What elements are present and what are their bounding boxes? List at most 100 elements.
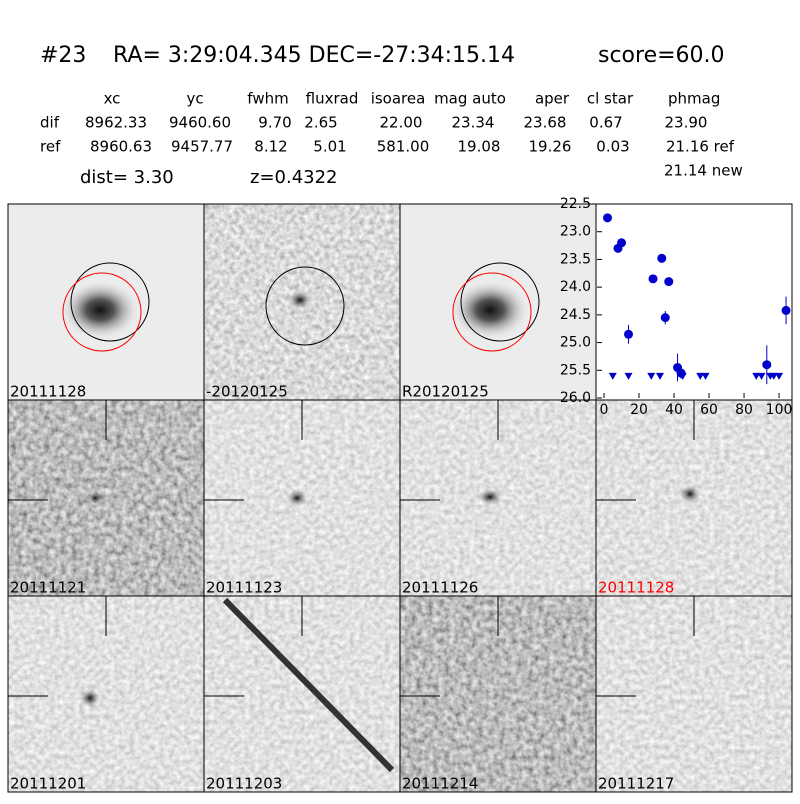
- column-header: cl star: [587, 90, 634, 108]
- panel-grid: [7, 203, 793, 793]
- x-tick-label: 20: [630, 402, 648, 418]
- panel-label: -20120125: [206, 383, 288, 401]
- cell: 23.34: [452, 114, 495, 132]
- cell: 9460.60: [169, 114, 231, 132]
- cell: 19.26: [529, 138, 572, 156]
- cell: 23.68: [524, 114, 567, 132]
- plot-bg: [596, 204, 792, 400]
- panel-label: 20111128: [10, 383, 86, 401]
- new-mag: 21.14 new: [664, 162, 743, 180]
- candidate-id: #23: [40, 43, 86, 68]
- source: [287, 490, 307, 506]
- panel-label: 20111126: [402, 579, 478, 597]
- detection: [657, 253, 667, 263]
- circle: [452, 272, 532, 352]
- cell: 5.01: [313, 138, 346, 156]
- upper-limit: [624, 372, 633, 380]
- detection: [617, 238, 627, 248]
- cell: 9457.77: [171, 138, 233, 156]
- y-tick-label: 22.5: [560, 196, 591, 212]
- source: [288, 291, 312, 309]
- row-label: dif: [40, 114, 60, 132]
- cell: 23.90: [665, 114, 708, 132]
- y-tick-label: 23.0: [560, 224, 591, 240]
- detection: [624, 329, 634, 339]
- source: [80, 689, 100, 707]
- galaxy: [450, 280, 530, 340]
- upper-limit: [701, 372, 710, 380]
- upper-limit: [752, 372, 761, 380]
- cell: 2.65: [304, 114, 337, 132]
- panel-label: 20111123: [206, 579, 282, 597]
- x-tick-label: 0: [600, 402, 609, 418]
- y-tick-label: 25.0: [560, 335, 591, 351]
- panel-label: 20111121: [10, 579, 86, 597]
- column-header: yc: [186, 90, 203, 108]
- upper-limit: [769, 372, 778, 380]
- y-tick-label: 24.0: [560, 279, 591, 295]
- detection: [660, 313, 670, 323]
- y-tick-label: 26.0: [560, 390, 591, 406]
- upper-limit: [757, 372, 766, 380]
- column-header: fwhm: [247, 90, 288, 108]
- x-tick-label: 100: [766, 402, 793, 418]
- panel-label: 20111128: [598, 579, 674, 597]
- source: [680, 485, 700, 503]
- source: [478, 489, 502, 505]
- redshift: z=0.4322: [250, 167, 338, 188]
- circle: [460, 262, 540, 342]
- cell: 0.03: [596, 138, 629, 156]
- cell: 8960.63: [90, 138, 152, 156]
- panel-label: 20111203: [206, 775, 282, 793]
- column-header: fluxrad: [306, 90, 359, 108]
- column-header: mag auto: [434, 90, 506, 108]
- x-tick-label: 80: [735, 402, 753, 418]
- light-curve: 22.5 23.0 23.5 24.0 24.5 25.0 25.5 26.0 0 20 40 60 8…: [560, 196, 793, 418]
- detection: [603, 213, 613, 223]
- panel-label: 20111214: [402, 775, 478, 793]
- x-tick-label: 40: [665, 402, 683, 418]
- source: [87, 492, 103, 504]
- satellite-trail: [222, 597, 395, 773]
- measurement-table: xc yc fwhm fluxrad isoarea mag auto aper cl sta…: [40, 90, 735, 156]
- y-tick-label: 24.5: [560, 307, 591, 323]
- y-tick-label: 25.5: [560, 362, 591, 378]
- galaxy: [60, 280, 140, 340]
- circle: [70, 262, 150, 342]
- cell: 22.00: [380, 114, 423, 132]
- cell: 8.12: [254, 138, 287, 156]
- row-label: ref: [40, 138, 61, 156]
- detection: [762, 360, 772, 370]
- cell: 8962.33: [85, 114, 147, 132]
- circle: [265, 266, 345, 346]
- score: score=60.0: [598, 43, 725, 68]
- panel-labels: 20111128 -20120125 R20120125 20111121 201111…: [10, 383, 674, 793]
- x-tick-label: 60: [700, 402, 718, 418]
- distance: dist= 3.30: [80, 167, 174, 188]
- cell: 0.67: [589, 114, 622, 132]
- y-tick-label: 23.5: [560, 251, 591, 267]
- column-header: isoarea: [371, 90, 426, 108]
- upper-limit: [647, 372, 656, 380]
- panel-label: R20120125: [402, 383, 489, 401]
- panel-label: 20111217: [598, 775, 674, 793]
- detection: [648, 274, 658, 284]
- column-header: phmag: [668, 90, 720, 108]
- cell: 581.00: [377, 138, 430, 156]
- detection: [781, 305, 791, 315]
- column-header: aper: [535, 90, 570, 108]
- upper-limit: [678, 372, 687, 380]
- cell: 9.70: [258, 114, 291, 132]
- upper-limit: [775, 372, 784, 380]
- detection: [664, 277, 674, 287]
- upper-limit: [608, 372, 617, 380]
- coordinates: RA= 3:29:04.345 DEC=-27:34:15.14: [113, 43, 515, 68]
- panel-label: 20111201: [10, 775, 86, 793]
- upper-limit: [696, 372, 705, 380]
- cell: 19.08: [458, 138, 501, 156]
- upper-limit: [656, 372, 665, 380]
- column-header: xc: [104, 90, 121, 108]
- cell: 21.16 ref: [666, 138, 735, 156]
- circle: [62, 272, 142, 352]
